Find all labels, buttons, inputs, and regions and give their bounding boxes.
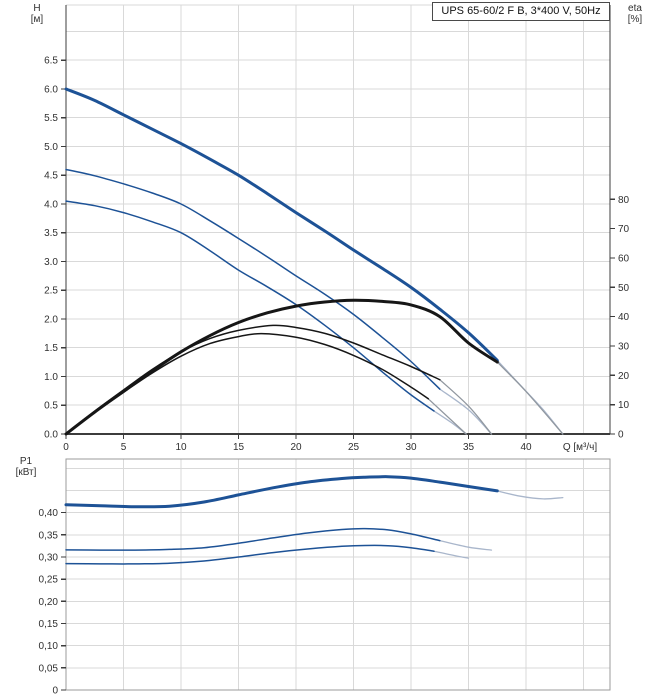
svg-text:3.0: 3.0 xyxy=(44,257,58,268)
svg-text:70: 70 xyxy=(618,224,630,235)
svg-text:1.5: 1.5 xyxy=(44,343,58,354)
svg-text:20: 20 xyxy=(290,442,302,453)
svg-text:40: 40 xyxy=(520,442,532,453)
power-axis-title: P1 [кВт] xyxy=(4,456,48,478)
svg-text:5: 5 xyxy=(121,442,127,453)
svg-text:0: 0 xyxy=(618,430,624,441)
svg-text:Q [м³/ч]: Q [м³/ч] xyxy=(563,442,598,453)
svg-text:1.0: 1.0 xyxy=(44,372,58,383)
svg-text:4.0: 4.0 xyxy=(44,199,58,210)
svg-text:10: 10 xyxy=(175,442,187,453)
svg-text:0.0: 0.0 xyxy=(44,430,58,441)
svg-text:0,10: 0,10 xyxy=(39,641,59,652)
svg-text:10: 10 xyxy=(618,400,630,411)
svg-text:30: 30 xyxy=(405,442,417,453)
svg-text:60: 60 xyxy=(618,253,630,264)
pump-model-title: UPS 65-60/2 F B, 3*400 V, 50Hz xyxy=(432,2,610,21)
head-axis-title: H [м] xyxy=(22,3,52,25)
svg-text:0,30: 0,30 xyxy=(39,552,59,563)
svg-text:0,40: 0,40 xyxy=(39,508,59,519)
svg-text:2.5: 2.5 xyxy=(44,286,58,297)
efficiency-axis-unit: [%] xyxy=(627,14,643,25)
svg-text:20: 20 xyxy=(618,371,630,382)
head-axis-unit: [м] xyxy=(30,14,44,25)
svg-text:0.5: 0.5 xyxy=(44,401,58,412)
svg-text:80: 80 xyxy=(618,195,630,206)
svg-text:0,20: 0,20 xyxy=(39,597,59,608)
efficiency-axis-title: eta [%] xyxy=(617,3,653,25)
svg-text:0,35: 0,35 xyxy=(39,530,59,541)
svg-text:3.5: 3.5 xyxy=(44,228,58,239)
power-axis-unit: [кВт] xyxy=(15,467,37,478)
svg-text:5.0: 5.0 xyxy=(44,142,58,153)
svg-text:2.0: 2.0 xyxy=(44,314,58,325)
svg-text:0,25: 0,25 xyxy=(39,575,59,586)
efficiency-axis-symbol: eta xyxy=(628,3,642,14)
svg-text:6.5: 6.5 xyxy=(44,56,58,67)
svg-text:40: 40 xyxy=(618,312,630,323)
svg-text:4.5: 4.5 xyxy=(44,171,58,182)
svg-text:0,05: 0,05 xyxy=(39,663,59,674)
svg-text:50: 50 xyxy=(618,283,630,294)
svg-text:25: 25 xyxy=(348,442,360,453)
svg-text:15: 15 xyxy=(233,442,245,453)
svg-text:0: 0 xyxy=(63,442,69,453)
svg-text:35: 35 xyxy=(463,442,475,453)
svg-text:5.5: 5.5 xyxy=(44,113,58,124)
svg-text:0,15: 0,15 xyxy=(39,619,59,630)
svg-text:30: 30 xyxy=(618,341,630,352)
svg-text:0: 0 xyxy=(52,686,58,697)
power-axis-symbol: P1 xyxy=(19,456,33,467)
svg-text:6.0: 6.0 xyxy=(44,84,58,95)
head-axis-symbol: H xyxy=(33,3,41,14)
